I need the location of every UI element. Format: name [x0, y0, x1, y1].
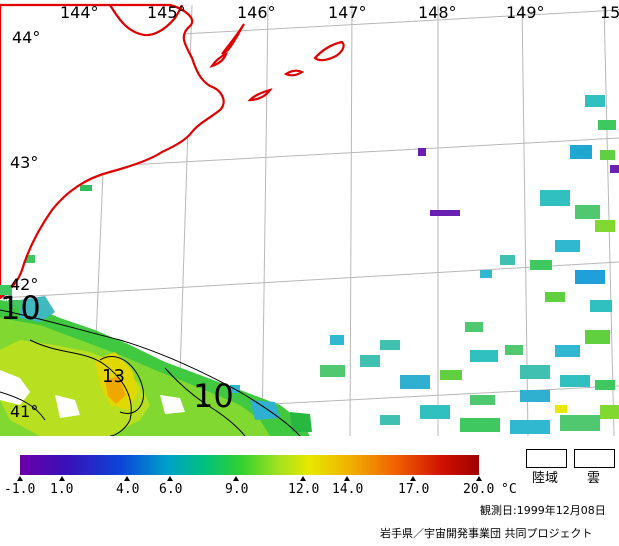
colorbar-tick [124, 476, 130, 481]
cloud-legend-swatch [574, 449, 615, 468]
longitude-label: 147° [328, 3, 367, 22]
colorbar-tick-label: 6.0 [159, 482, 183, 497]
land-coastline [0, 3, 345, 300]
colorbar-tick [300, 476, 306, 481]
sst-contours [0, 309, 301, 436]
longitude-label: 146° [237, 3, 276, 22]
colorbar-tick [59, 476, 65, 481]
colorbar-tick-label: 17.0 [398, 482, 430, 497]
longitude-label: 149° [506, 3, 545, 22]
longitude-label: 144° [60, 3, 99, 22]
colorbar-unit: °C [501, 482, 517, 497]
colorbar-tick [476, 476, 482, 481]
colorbar-tick-label: 20.0 [463, 482, 495, 497]
contour-label: 13 [102, 366, 125, 387]
colorbar-tick-label: 14.0 [332, 482, 364, 497]
colorbar-tick [410, 476, 416, 481]
land-legend-swatch [526, 449, 567, 468]
latitude-label: 42° [10, 275, 39, 294]
latitude-label: 41° [10, 402, 39, 421]
project-credit: 岩手県／宇宙開発事業団 共同プロジェクト [380, 527, 593, 540]
contour-label: 10 [0, 289, 41, 327]
observation-date: 観測日:1999年12月08日 [480, 504, 606, 517]
latitude-label: 44° [12, 28, 41, 47]
temperature-colorbar [20, 455, 479, 475]
latitude-label: 43° [10, 153, 39, 172]
colorbar-tick-label: 9.0 [225, 482, 249, 497]
contour-label: 10 [193, 377, 234, 415]
land-legend-label: 陸域 [532, 471, 559, 486]
sst-field-scattered [25, 95, 619, 434]
colorbar-tick [167, 476, 173, 481]
longitude-label: 145° [147, 3, 186, 22]
colorbar-tick [233, 476, 239, 481]
colorbar-tick-label: -1.0 [4, 482, 36, 497]
sst-field-warm-area [0, 296, 312, 436]
longitude-label: 15 [600, 3, 619, 22]
colorbar-tick-label: 1.0 [50, 482, 74, 497]
coastal-sst [0, 285, 22, 308]
colorbar-tick [344, 476, 350, 481]
longitude-label: 148° [418, 3, 457, 22]
cloud-legend-label: 雲 [587, 471, 601, 486]
colorbar-tick [17, 476, 23, 481]
colorbar-tick-label: 12.0 [288, 482, 320, 497]
colorbar-tick-label: 4.0 [116, 482, 140, 497]
sst-map [0, 3, 619, 436]
